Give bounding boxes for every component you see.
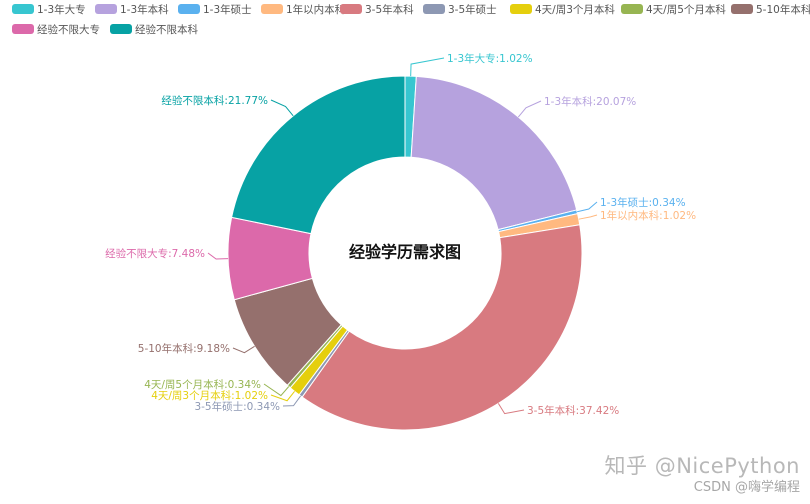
legend-item-series-4[interactable]: 3-5年本科 (340, 3, 414, 16)
legend-label: 1-3年本科 (120, 3, 169, 16)
legend-item-series-6[interactable]: 4天/周3个月本科 (510, 3, 615, 16)
slice-label-series-8: 5-10年本科:9.18% (138, 342, 230, 355)
watermark-secondary: CSDN @嗨学编程 (693, 480, 800, 495)
slice-label-series-2: 1-3年硕士:0.34% (600, 196, 686, 209)
leader-line-series-4 (497, 403, 525, 415)
legend-swatch (621, 4, 643, 14)
leader-line-series-7 (263, 383, 290, 397)
legend-item-series-3[interactable]: 1年以内本科 (261, 3, 346, 16)
legend-item-series-8[interactable]: 5-10年本科 (731, 3, 810, 16)
slice-series-1[interactable] (410, 75, 578, 231)
slice-label-series-4: 3-5年本科:37.42% (527, 404, 619, 417)
leader-line-series-8 (232, 345, 255, 354)
legend-label: 经验不限本科 (135, 23, 198, 36)
legend-item-series-2[interactable]: 1-3年硕士 (178, 3, 252, 16)
legend-label: 4天/周3个月本科 (535, 3, 615, 16)
watermark-primary: 知乎 @NicePython (604, 454, 800, 478)
legend-swatch (340, 4, 362, 14)
slice-labels: 1-3年大专:1.02% 1-3年本科:20.07% 1-3年硕士:0.34%1年以… (105, 52, 696, 417)
slice-series-10[interactable] (231, 75, 406, 235)
legend-label: 1年以内本科 (286, 3, 346, 16)
legend-swatch (95, 4, 117, 14)
leader-line-series-9 (207, 252, 229, 260)
legend-label: 1-3年大专 (37, 3, 86, 16)
legend-swatch (110, 24, 132, 34)
leader-line-series-5 (282, 395, 302, 407)
slice-label-series-7: 4天/周5个月本科:0.34% (144, 378, 261, 391)
slice-series-4[interactable] (301, 224, 583, 431)
legend-swatch (12, 4, 34, 14)
legend-item-series-5[interactable]: 3-5年硕士 (423, 3, 497, 16)
slice-label-series-5: 3-5年硕士:0.34% (194, 400, 280, 413)
legend-item-series-7[interactable]: 4天/周5个月本科 (621, 3, 726, 16)
legend-swatch (12, 24, 34, 34)
slice-label-series-9: 经验不限大专:7.48% (105, 247, 205, 260)
legend-label: 经验不限大专 (37, 23, 100, 36)
slice-label-series-0: 1-3年大专:1.02% (447, 52, 533, 65)
legend-swatch (178, 4, 200, 14)
chart-title: 经验学历需求图 (349, 243, 461, 262)
slice-label-series-10: 经验不限本科:21.77% (161, 94, 268, 107)
slice-label-series-6: 4天/周3个月本科:1.02% (151, 389, 268, 402)
legend-label: 3-5年硕士 (448, 3, 497, 16)
legend-label: 5-10年本科 (756, 3, 810, 16)
legend-item-series-1[interactable]: 1-3年本科 (95, 3, 169, 16)
legend-item-series-9[interactable]: 经验不限大专 (12, 23, 100, 36)
slices (227, 75, 583, 431)
slice-label-series-3: 1年以内本科:1.02% (600, 209, 696, 222)
legend-item-series-0[interactable]: 1-3年大专 (12, 3, 86, 16)
leader-line-series-6 (270, 391, 295, 402)
leader-line-series-10 (270, 99, 294, 117)
legend-label: 4天/周5个月本科 (646, 3, 726, 16)
legend-swatch (731, 4, 753, 14)
leader-line-series-1 (517, 100, 542, 118)
slice-label-series-1: 1-3年本科:20.07% (544, 95, 636, 108)
legend-label: 1-3年硕士 (203, 3, 252, 16)
leader-line-series-2 (577, 201, 598, 213)
legend-item-series-10[interactable]: 经验不限本科 (110, 23, 198, 36)
legend: 1-3年大专 1-3年本科 1-3年硕士 1年以内本科 3-5年本科 3-5年硕士 4天/周… (12, 3, 810, 36)
leader-line-series-0 (410, 57, 445, 77)
legend-label: 3-5年本科 (365, 3, 414, 16)
legend-swatch (423, 4, 445, 14)
leader-line-series-3 (578, 214, 598, 220)
legend-swatch (510, 4, 532, 14)
legend-swatch (261, 4, 283, 14)
